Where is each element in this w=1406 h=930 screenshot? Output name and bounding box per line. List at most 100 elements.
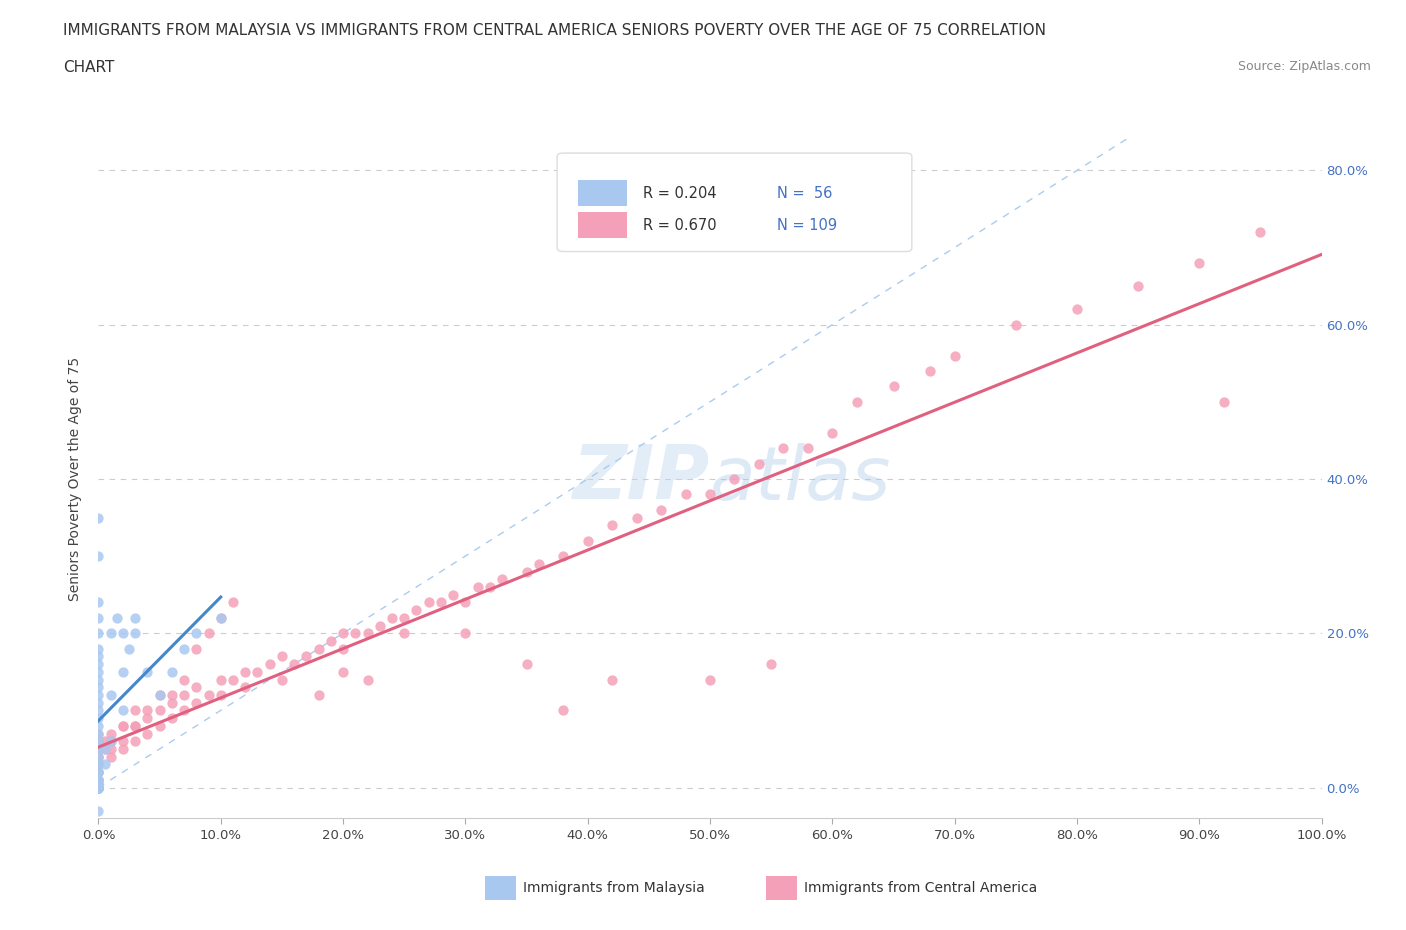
Point (186, 626, 208, 641)
Point (124, 703, 146, 718)
Point (87, 764, 110, 779)
Point (87, 595, 110, 610)
Text: R = 0.204: R = 0.204 (643, 186, 717, 201)
Point (87, 780, 110, 795)
Point (553, 549, 575, 564)
Point (87, 718, 110, 733)
Point (209, 610, 232, 625)
Text: Immigrants from Central America: Immigrants from Central America (804, 881, 1038, 896)
Point (87, 687, 110, 702)
Point (392, 610, 416, 625)
Point (845, 394, 868, 409)
Point (186, 642, 208, 657)
Point (1188, 256, 1211, 271)
Point (1128, 279, 1150, 294)
Point (93, 741, 115, 756)
Point (87, 764, 110, 779)
Point (87, 549, 110, 564)
Point (87, 773, 110, 788)
Point (93, 741, 115, 756)
Text: N =  56: N = 56 (778, 186, 832, 201)
Point (527, 556, 550, 571)
Point (93, 757, 115, 772)
Point (124, 718, 146, 733)
Point (209, 610, 232, 625)
Point (124, 610, 146, 625)
Point (87, 780, 110, 795)
Point (491, 572, 513, 587)
Point (111, 626, 134, 641)
Point (87, 757, 110, 772)
Point (87, 696, 110, 711)
Point (160, 696, 183, 711)
Point (111, 664, 134, 679)
Text: IMMIGRANTS FROM MALAYSIA VS IMMIGRANTS FROM CENTRAL AMERICA SENIORS POVERTY OVER: IMMIGRANTS FROM MALAYSIA VS IMMIGRANTS F… (63, 23, 1046, 38)
Point (270, 672, 294, 687)
Point (553, 703, 575, 718)
Point (209, 672, 232, 687)
Point (441, 587, 464, 602)
Point (136, 726, 159, 741)
Point (100, 750, 122, 764)
Point (124, 718, 146, 733)
Point (1212, 394, 1234, 409)
Point (124, 626, 146, 641)
Point (761, 657, 783, 671)
Point (87, 780, 110, 795)
Point (87, 510, 110, 525)
Point (356, 626, 378, 641)
Point (356, 672, 378, 687)
Point (87, 804, 110, 818)
Point (100, 741, 122, 756)
Point (332, 664, 354, 679)
FancyBboxPatch shape (557, 153, 912, 251)
Bar (578, 180, 627, 206)
Point (111, 734, 134, 749)
Point (368, 618, 391, 633)
Point (87, 773, 110, 788)
Point (111, 741, 134, 756)
Point (1066, 301, 1088, 316)
Point (87, 734, 110, 749)
Point (87, 780, 110, 795)
Point (87, 734, 110, 749)
Point (381, 610, 404, 625)
Point (699, 672, 721, 687)
Point (675, 487, 697, 502)
Point (173, 687, 195, 702)
Point (87, 757, 110, 772)
Point (93, 734, 115, 749)
Y-axis label: Seniors Poverty Over the Age of 75: Seniors Poverty Over the Age of 75 (69, 357, 83, 601)
Point (87, 777, 110, 791)
Point (467, 579, 489, 594)
Point (308, 642, 330, 657)
Point (149, 687, 172, 702)
Point (87, 680, 110, 695)
Point (160, 664, 183, 679)
Point (332, 642, 354, 657)
Point (87, 750, 110, 764)
Point (136, 703, 159, 718)
Point (87, 757, 110, 772)
Point (87, 780, 110, 795)
Point (186, 696, 208, 711)
Point (87, 773, 110, 788)
Point (246, 664, 269, 679)
Point (270, 649, 294, 664)
Point (100, 687, 122, 702)
Point (87, 711, 110, 725)
Point (87, 773, 110, 788)
Point (111, 718, 134, 733)
Point (430, 595, 453, 610)
Point (821, 425, 844, 440)
Point (111, 718, 134, 733)
Point (295, 649, 318, 664)
Point (87, 777, 110, 791)
Point (105, 610, 128, 625)
Point (319, 633, 342, 648)
Point (136, 664, 159, 679)
Point (136, 711, 159, 725)
Point (124, 734, 146, 749)
Point (111, 703, 134, 718)
Point (454, 595, 477, 610)
